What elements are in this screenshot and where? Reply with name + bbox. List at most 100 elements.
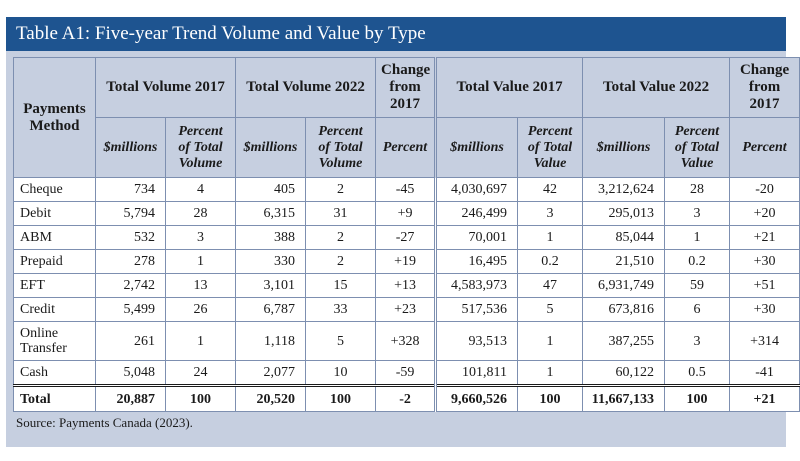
cell-value: 1	[517, 225, 584, 250]
cell-value: 5	[305, 321, 377, 361]
cell-value: -45	[375, 177, 437, 202]
cell-value: -27	[375, 225, 437, 250]
table-header: Payments Method Total Volume 2017 Total …	[13, 57, 800, 178]
cell-value: 9,660,526	[434, 384, 519, 412]
cell-value: +19	[375, 249, 437, 274]
cell-value: 388	[235, 225, 307, 250]
cell-value: 20,520	[235, 384, 307, 412]
cell-value: 2,077	[235, 360, 307, 386]
table-figure: Table A1: Five-year Trend Volume and Val…	[6, 17, 800, 447]
cell-value: +23	[375, 297, 437, 322]
cell-value: 28	[164, 201, 237, 226]
cell-value: 0.5	[664, 360, 731, 386]
cell-value: 5,794	[95, 201, 166, 226]
cell-value: 3,101	[235, 273, 307, 298]
cell-value: 101,811	[434, 360, 519, 386]
table-row: Prepaid 278 1 330 2 +19 16,495 0.2 21,510 0.2 +30	[13, 249, 800, 274]
cell-value: +13	[375, 273, 437, 298]
cell-value: 246,499	[434, 201, 519, 226]
header-group: Total Volume 2017	[94, 57, 237, 118]
cell-value: +30	[729, 249, 800, 274]
cell-value: 11,667,133	[582, 384, 666, 412]
cell-value: 405	[235, 177, 307, 202]
cell-value: 330	[235, 249, 307, 274]
cell-value: 100	[305, 384, 377, 412]
header-row-groups: Payments Method Total Volume 2017 Total …	[13, 57, 800, 178]
cell-value: 6,931,749	[582, 273, 666, 298]
cell-value: 3	[164, 225, 237, 250]
cell-value: 6,315	[235, 201, 307, 226]
header-row-sub: $millions Percent of Total Volume $milli…	[14, 117, 800, 178]
cell-value: 387,255	[582, 321, 666, 361]
cell-value: 3	[517, 201, 584, 226]
table-row: Credit 5,499 26 6,787 33 +23 517,536 5 673,816 6 +…	[13, 297, 800, 322]
header-sub: Percent of Total Volume	[305, 117, 377, 178]
cell-value: 100	[517, 384, 584, 412]
cell-value: 28	[664, 177, 731, 202]
cell-value: 1	[164, 321, 237, 361]
cell-value: +30	[729, 297, 800, 322]
cell-value: +51	[729, 273, 800, 298]
header-group: Total Value 2017	[434, 57, 584, 118]
cell-value: 2,742	[95, 273, 166, 298]
header-sub: $millions	[434, 117, 519, 178]
cell-value: 734	[95, 177, 166, 202]
header-sub: $millions	[95, 117, 166, 178]
cell-value: 60,122	[582, 360, 666, 386]
cell-value: 15	[305, 273, 377, 298]
cell-value: 2	[305, 225, 377, 250]
table-body: Cheque 734 4 405 2 -45 4,030,697 42 3,212,624 28-…	[13, 177, 800, 412]
cell-value: 13	[164, 273, 237, 298]
source-note: Source: Payments Canada (2023).	[16, 415, 193, 430]
cell-method: Cheque	[13, 177, 96, 202]
header-sub: Percent of Total Value	[664, 117, 731, 178]
header-group: Change from 2017	[729, 57, 800, 118]
cell-method: Total	[13, 384, 96, 412]
cell-value: +9	[375, 201, 437, 226]
cell-value: 1	[664, 225, 731, 250]
cell-value: 100	[164, 384, 237, 412]
cell-method: Cash	[13, 360, 96, 386]
cell-value: 5,499	[95, 297, 166, 322]
cell-value: 0.2	[664, 249, 731, 274]
cell-value: 59	[664, 273, 731, 298]
cell-value: 4,030,697	[434, 177, 519, 202]
cell-value: 2	[305, 177, 377, 202]
cell-value: 24	[164, 360, 237, 386]
cell-value: 1	[164, 249, 237, 274]
table-row: EFT 2,742 13 3,101 15 +13 4,583,973 47 6,931,749…	[13, 273, 800, 298]
cell-method: Credit	[13, 297, 96, 322]
cell-value: 100	[664, 384, 731, 412]
cell-value: 4	[164, 177, 237, 202]
cell-value: 2	[305, 249, 377, 274]
cell-value: 6,787	[235, 297, 307, 322]
cell-value: 21,510	[582, 249, 666, 274]
header-sub: Percent	[729, 117, 800, 178]
header-group: Total Value 2022	[582, 57, 731, 118]
cell-value: 26	[164, 297, 237, 322]
table-row: Online Transfer 261 1 1,118 5 +328 93,513 1 387,…	[13, 321, 800, 361]
table-row: Cash 5,048 24 2,077 10 -59 101,811 1 60,122 0.5 -4…	[13, 360, 800, 386]
cell-value: 3	[664, 201, 731, 226]
cell-value: -59	[375, 360, 437, 386]
header-sub: $millions	[235, 117, 307, 178]
cell-value: 47	[517, 273, 584, 298]
cell-value: 532	[95, 225, 166, 250]
data-table: Payments Method Total Volume 2017 Total …	[13, 57, 800, 412]
cell-value: 3,212,624	[582, 177, 666, 202]
cell-value: 673,816	[582, 297, 666, 322]
table-row: Debit 5,794 28 6,315 31 +9 246,499 3 295,013 3 +20	[13, 201, 800, 226]
cell-value: 33	[305, 297, 377, 322]
header-group: Total Volume 2022	[235, 57, 377, 118]
total-row: Total 20,887 100 20,520 100 -2 9,660,526 100 11,…	[13, 384, 800, 412]
cell-value: 1	[517, 360, 584, 386]
header-sub: Percent of Total Value	[517, 117, 584, 178]
cell-value: 1,118	[235, 321, 307, 361]
table-row: Cheque 734 4 405 2 -45 4,030,697 42 3,212,624 28-…	[13, 177, 800, 202]
cell-value: 295,013	[582, 201, 666, 226]
cell-value: +21	[729, 384, 800, 412]
header-sub: Percent	[375, 117, 437, 178]
cell-value: 4,583,973	[434, 273, 519, 298]
cell-value: 70,001	[434, 225, 519, 250]
cell-method: Online Transfer	[13, 321, 96, 361]
